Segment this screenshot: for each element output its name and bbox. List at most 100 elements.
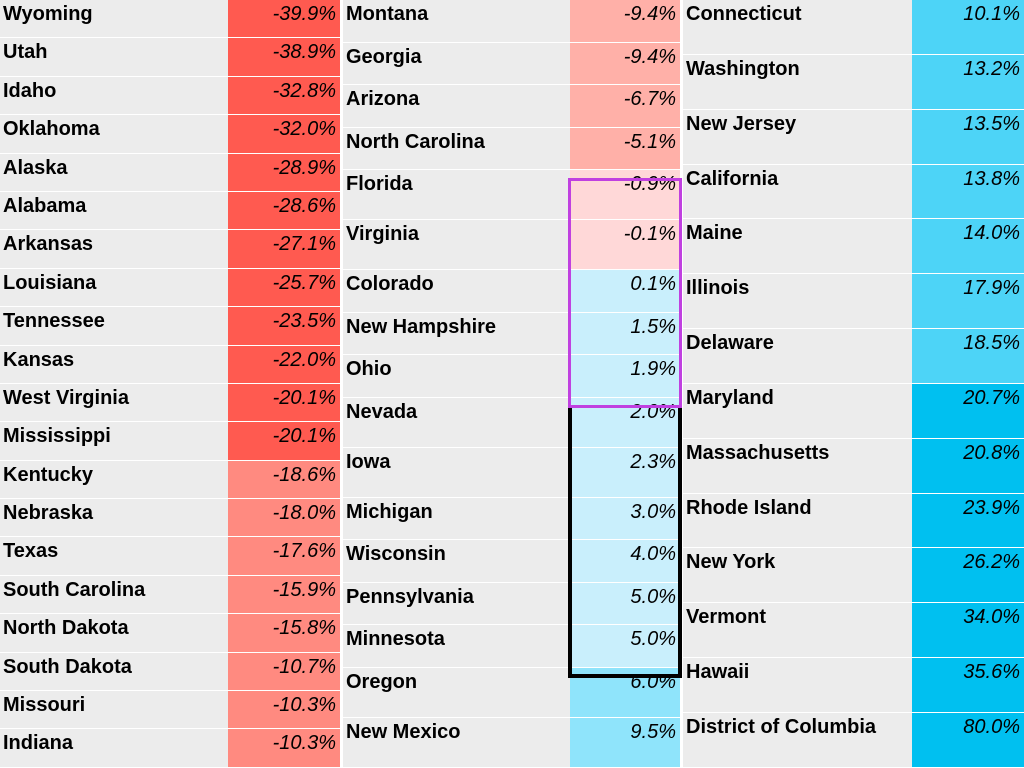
state-value: 9.5% — [570, 717, 680, 767]
state-name: Connecticut — [683, 0, 912, 54]
state-value: -20.1% — [228, 422, 340, 460]
table-row: Indiana -10.3% — [0, 729, 340, 768]
state-value: 13.2% — [912, 54, 1024, 109]
table-row: West Virginia -20.1% — [0, 383, 340, 423]
state-name: New York — [683, 548, 912, 603]
state-value: -28.9% — [228, 153, 340, 191]
state-value: -38.9% — [228, 38, 340, 76]
state-value: 14.0% — [912, 219, 1024, 274]
state-name: Montana — [343, 0, 570, 42]
table-row: Alabama -28.6% — [0, 191, 340, 231]
state-name: Oklahoma — [0, 115, 228, 153]
state-name: North Carolina — [343, 127, 570, 169]
state-name: Kentucky — [0, 460, 228, 499]
state-value: 80.0% — [912, 712, 1024, 767]
state-name: Louisiana — [0, 268, 228, 307]
table-row: Missouri -10.3% — [0, 691, 340, 730]
table-row: Utah -38.9% — [0, 38, 340, 77]
state-name: Virginia — [343, 220, 570, 269]
table-row: New Jersey 13.5% — [683, 109, 1024, 165]
state-value: -32.0% — [228, 115, 340, 153]
state-name: Georgia — [343, 42, 570, 84]
table-row: Kentucky -18.6% — [0, 460, 340, 500]
state-name: Ohio — [343, 355, 570, 397]
table-row: Montana -9.4% — [343, 0, 680, 43]
table-row: Minnesota 5.0% — [343, 625, 680, 668]
table-row: Idaho -32.8% — [0, 76, 340, 116]
state-value: 5.0% — [570, 625, 680, 667]
state-name: Delaware — [683, 329, 912, 383]
table-row: New Mexico 9.5% — [343, 717, 680, 768]
state-value: -23.5% — [228, 307, 340, 345]
state-name: South Dakota — [0, 652, 228, 691]
state-value: -10.7% — [228, 652, 340, 691]
state-name: North Dakota — [0, 614, 228, 652]
state-value: 2.0% — [570, 397, 680, 447]
table-row: Vermont 34.0% — [683, 603, 1024, 659]
table-row: Virginia -0.1% — [343, 220, 680, 270]
state-value: 3.0% — [570, 497, 680, 539]
state-name: Vermont — [683, 603, 912, 658]
table-row: Nebraska -18.0% — [0, 499, 340, 538]
state-name: Tennessee — [0, 307, 228, 345]
state-value: 23.9% — [912, 493, 1024, 548]
table-row: Massachusetts 20.8% — [683, 438, 1024, 494]
state-value: 5.0% — [570, 582, 680, 624]
state-value: -0.1% — [570, 220, 680, 269]
state-value: 0.1% — [570, 270, 680, 312]
state-name: Alaska — [0, 153, 228, 191]
table-row: Rhode Island 23.9% — [683, 493, 1024, 549]
state-name: Nebraska — [0, 499, 228, 537]
table-row: Wisconsin 4.0% — [343, 540, 680, 583]
state-value: -5.1% — [570, 127, 680, 169]
table-row: North Carolina -5.1% — [343, 127, 680, 170]
table-row: Washington 13.2% — [683, 54, 1024, 110]
state-name: Idaho — [0, 76, 228, 115]
state-value: -15.9% — [228, 575, 340, 614]
table-row: Maryland 20.7% — [683, 383, 1024, 439]
state-value: -17.6% — [228, 537, 340, 575]
state-value: 1.5% — [570, 312, 680, 354]
state-name: New Hampshire — [343, 312, 570, 354]
state-name: Utah — [0, 38, 228, 76]
state-name: Minnesota — [343, 625, 570, 667]
state-value: -39.9% — [228, 0, 340, 38]
table-row: Pennsylvania 5.0% — [343, 582, 680, 625]
table-row: New York 26.2% — [683, 548, 1024, 604]
state-name: Missouri — [0, 691, 228, 729]
table-row: Illinois 17.9% — [683, 274, 1024, 330]
state-name: Pennsylvania — [343, 582, 570, 624]
state-value: 20.7% — [912, 383, 1024, 438]
state-name: Indiana — [0, 729, 228, 767]
state-value: -20.1% — [228, 383, 340, 422]
state-value: -32.8% — [228, 76, 340, 115]
state-value: 4.0% — [570, 540, 680, 582]
table-row: Oklahoma -32.0% — [0, 115, 340, 154]
table-row: Hawaii 35.6% — [683, 658, 1024, 713]
state-value: -9.4% — [570, 42, 680, 84]
state-name: Alabama — [0, 191, 228, 230]
state-name: Washington — [683, 54, 912, 109]
state-name: Nevada — [343, 397, 570, 447]
state-value: -27.1% — [228, 230, 340, 268]
state-value: 6.0% — [570, 667, 680, 717]
state-name: Mississippi — [0, 422, 228, 460]
table-row: Michigan 3.0% — [343, 497, 680, 540]
state-name: Arkansas — [0, 230, 228, 268]
state-value: -25.7% — [228, 268, 340, 307]
state-name: District of Columbia — [683, 712, 912, 767]
state-name: Illinois — [683, 274, 912, 329]
state-value: -9.4% — [570, 0, 680, 42]
state-name: Wisconsin — [343, 540, 570, 582]
state-value: -15.8% — [228, 614, 340, 652]
column: Montana -9.4% Georgia -9.4% Arizona -6.7% Nort… — [343, 0, 680, 768]
table-row: Mississippi -20.1% — [0, 422, 340, 461]
state-name: West Virginia — [0, 383, 228, 422]
state-value: 17.9% — [912, 274, 1024, 329]
state-value: -28.6% — [228, 191, 340, 230]
state-name: Wyoming — [0, 0, 228, 38]
table-row: Delaware 18.5% — [683, 329, 1024, 384]
state-value: 18.5% — [912, 329, 1024, 383]
state-value: 34.0% — [912, 603, 1024, 658]
